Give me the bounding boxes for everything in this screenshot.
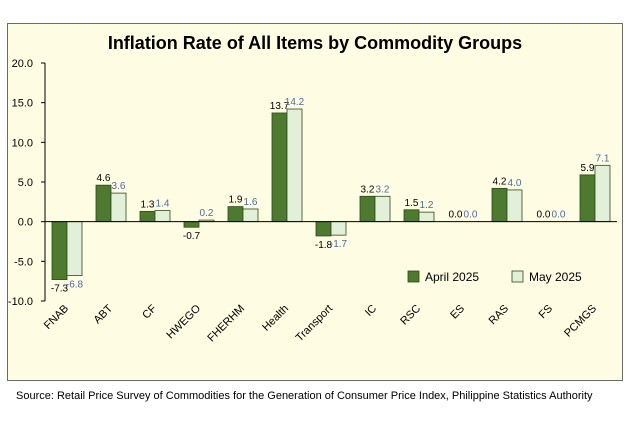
x-tick-label: PCMGS <box>562 303 599 340</box>
data-label-may: 0.0 <box>464 210 478 221</box>
y-tick-label: 20.0 <box>12 58 33 70</box>
bar-april <box>95 184 112 223</box>
data-label-april: 1.3 <box>141 199 155 210</box>
data-label-may: 4.0 <box>508 178 522 189</box>
x-tick-label: RAS <box>487 303 511 327</box>
data-label-april: 13.7 <box>270 101 290 112</box>
data-label-april: 0.0 <box>537 210 551 221</box>
bar-april <box>183 221 200 228</box>
bar-may <box>330 221 347 236</box>
bar-may <box>154 210 171 223</box>
data-label-may: 1.6 <box>244 197 258 208</box>
bar-may <box>66 221 83 277</box>
bar-april <box>579 174 596 223</box>
bar-april <box>491 187 508 223</box>
bar-may <box>506 189 523 223</box>
bar-may <box>594 164 611 223</box>
data-label-april: 5.9 <box>581 163 595 174</box>
x-tick-label: Health <box>260 303 291 334</box>
data-label-april: -0.7 <box>183 231 201 242</box>
bar-april <box>227 206 244 223</box>
x-tick-label: FNAB <box>42 303 71 332</box>
y-tick-label: 5.0 <box>18 177 33 189</box>
data-label-may: 0.2 <box>200 208 214 219</box>
bar-april <box>139 210 156 223</box>
bar-may <box>242 208 259 223</box>
data-label-may: 0.0 <box>552 210 566 221</box>
bar-may <box>110 192 127 223</box>
legend-label-april: April 2025 <box>425 270 479 284</box>
bar-april <box>315 221 332 237</box>
legend-label-may: May 2025 <box>529 270 582 284</box>
y-tick-label: -5.0 <box>14 256 33 268</box>
source-note: Source: Retail Price Survey of Commoditi… <box>16 390 593 402</box>
data-label-may: 14.2 <box>285 97 305 108</box>
data-label-april: 4.2 <box>493 176 507 187</box>
data-label-april: 1.5 <box>405 198 419 209</box>
data-label-may: 3.2 <box>376 184 390 195</box>
data-label-may: 3.6 <box>112 181 126 192</box>
data-label-april: 3.2 <box>361 184 375 195</box>
bar-may <box>374 195 391 223</box>
x-tick-label: ES <box>448 303 467 322</box>
legend-swatch-may <box>511 270 524 283</box>
x-tick-label: HWEGO <box>164 302 203 341</box>
x-tick-label: FS <box>537 303 555 321</box>
x-tick-label: FHERHM <box>205 303 247 345</box>
y-tick-label: 0.0 <box>18 217 33 229</box>
bar-april <box>403 209 420 223</box>
data-label-may: 1.4 <box>156 199 170 210</box>
data-label-april: 4.6 <box>97 173 111 184</box>
data-label-may: -1.7 <box>330 239 348 250</box>
chart-title: Inflation Rate of All Items by Commodity… <box>107 33 523 53</box>
data-label-may: 7.1 <box>596 153 610 164</box>
legend-swatch-april <box>407 270 420 283</box>
data-label-may: 1.2 <box>420 200 434 211</box>
x-tick-label: CF <box>140 302 159 321</box>
bar-april <box>51 221 68 280</box>
bar-may <box>418 211 435 223</box>
bar-april <box>359 195 376 223</box>
bar-may <box>286 108 303 223</box>
x-tick-label: RSC <box>398 303 423 328</box>
data-label-april: 0.0 <box>449 210 463 221</box>
data-label-april: -1.8 <box>315 240 333 251</box>
x-tick-label: IC <box>363 303 379 319</box>
x-tick-label: ABT <box>91 302 115 326</box>
data-label-april: -7.3 <box>51 284 69 295</box>
y-tick-label: -10.0 <box>8 296 33 308</box>
bar-april <box>271 112 288 223</box>
x-tick-label: Transport <box>294 303 335 344</box>
y-tick-label: 15.0 <box>12 98 33 110</box>
data-label-may: -6.8 <box>66 280 84 291</box>
y-tick-label: 10.0 <box>12 137 33 149</box>
data-label-april: 1.9 <box>229 195 243 206</box>
